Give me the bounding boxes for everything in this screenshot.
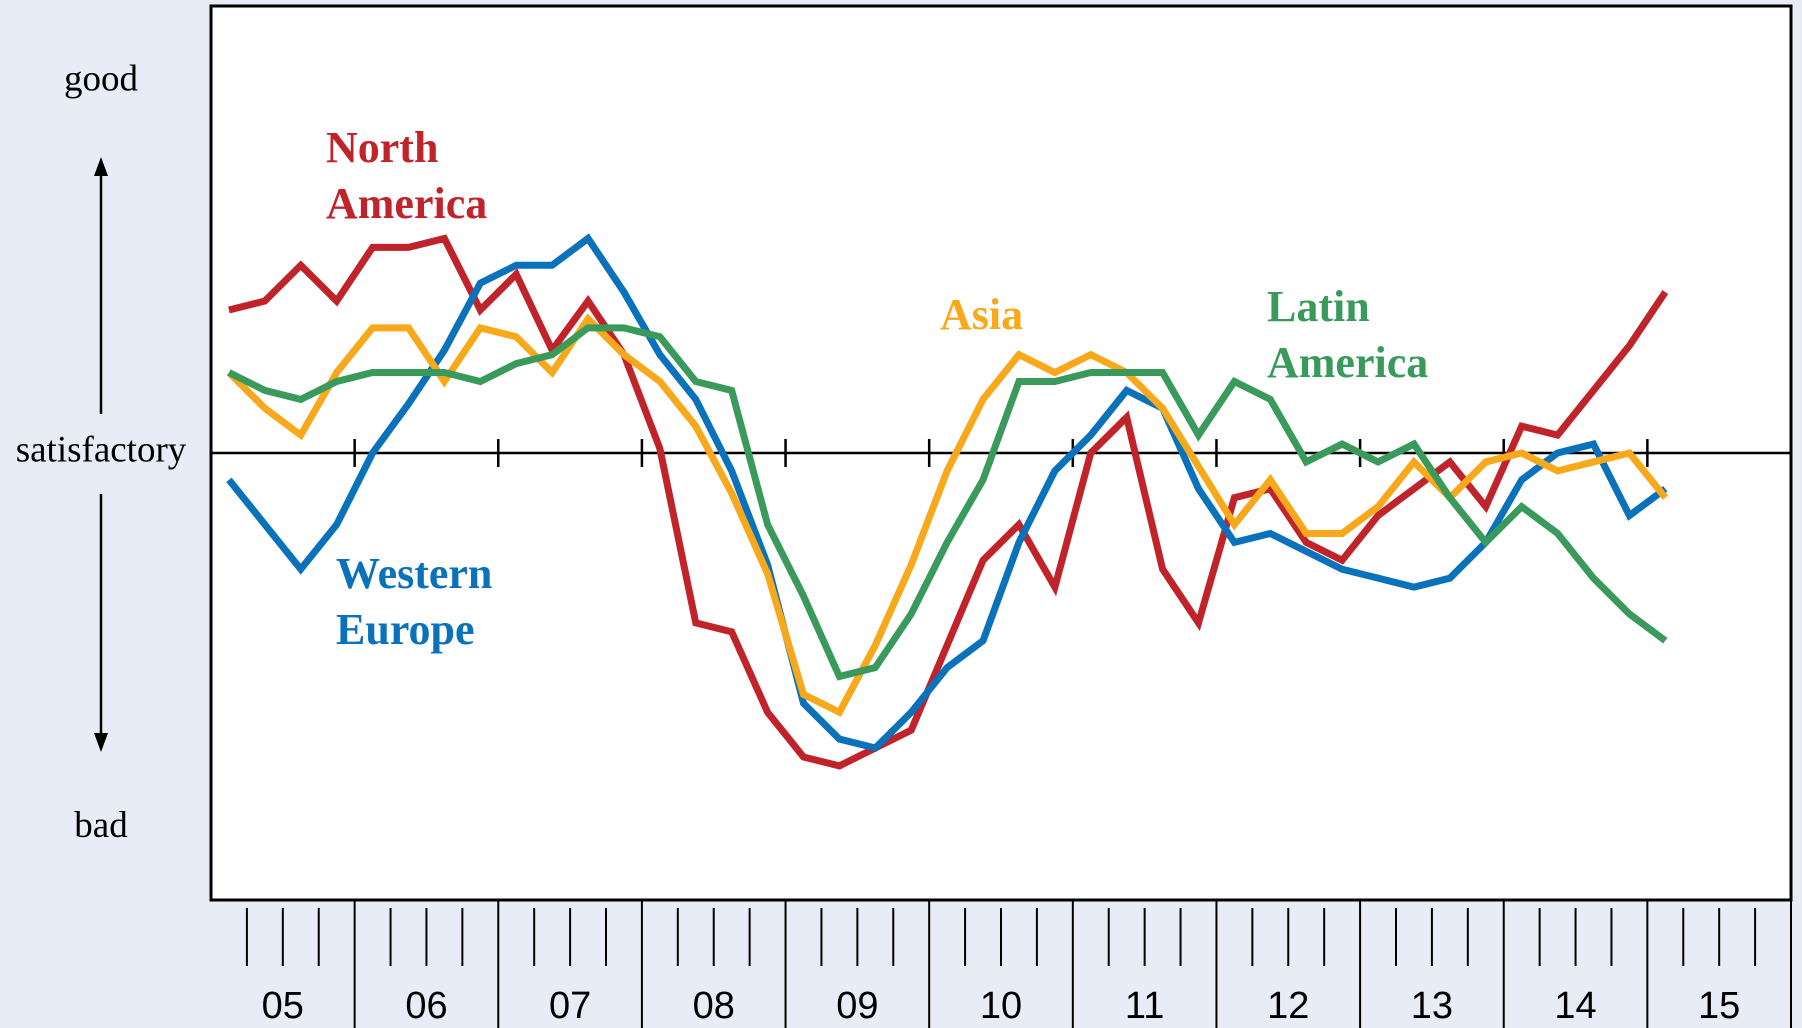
x-tick-label: 10 — [980, 985, 1022, 1027]
down-arrow-head — [94, 733, 108, 752]
y-tick-label: good — [64, 58, 139, 99]
x-tick-label: 11 — [1125, 985, 1164, 1027]
x-tick-label: 12 — [1267, 985, 1309, 1027]
series-label: Asia — [940, 290, 1024, 339]
series-line — [226, 313, 1669, 717]
x-tick-label: 15 — [1698, 985, 1740, 1027]
x-tick-label: 06 — [405, 985, 447, 1027]
series-line — [226, 233, 1668, 752]
series-label: Western Europe — [336, 549, 493, 654]
series-label: North America — [326, 123, 488, 228]
x-tick-label: 09 — [836, 985, 878, 1027]
x-tick-label: 08 — [693, 985, 735, 1027]
up-arrow-head — [94, 157, 108, 176]
x-tick-label: 05 — [262, 985, 304, 1027]
x-tick-label: 13 — [1411, 985, 1453, 1027]
series-label: Latin America — [1267, 282, 1429, 387]
series-line — [228, 234, 1669, 770]
x-tick-label: 14 — [1554, 985, 1596, 1027]
y-tick-label: satisfactory — [16, 429, 187, 470]
y-tick-label: bad — [74, 805, 128, 846]
x-tick-label: 07 — [549, 985, 591, 1027]
series-line — [227, 324, 1668, 681]
